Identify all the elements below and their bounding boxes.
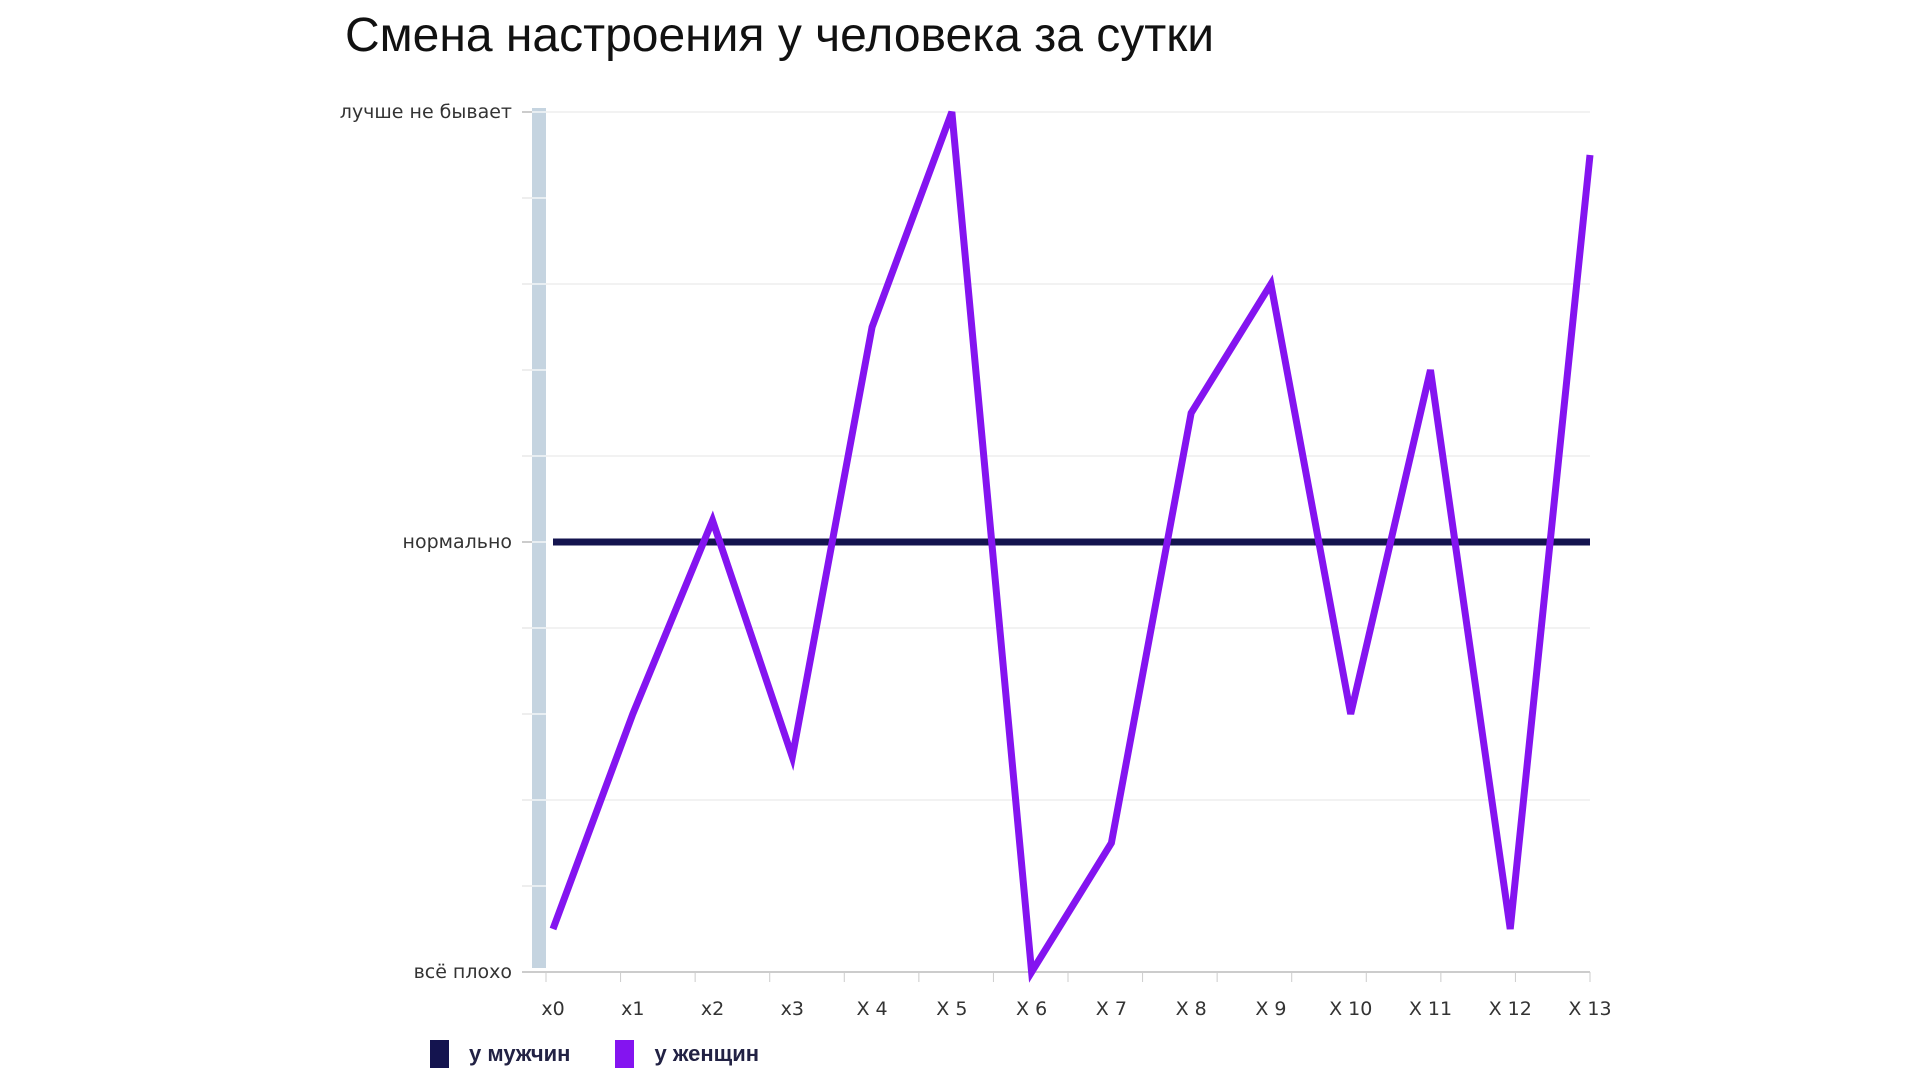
chart-title: Смена настроения у человека за сутки <box>345 9 1215 62</box>
x-tick-label: X 4 <box>856 998 887 1020</box>
x-tick-label: X 11 <box>1409 998 1452 1020</box>
x-tick-label: X 6 <box>1016 998 1047 1020</box>
axes <box>522 111 1591 982</box>
x-tick-label: X 10 <box>1329 998 1372 1020</box>
legend: у мужчин у женщин <box>430 1040 804 1068</box>
legend-swatch-women <box>615 1040 635 1068</box>
legend-item-men[interactable]: у мужчин <box>430 1040 570 1068</box>
y-tick-label: нормально <box>403 531 512 553</box>
y-axis-band <box>532 108 546 968</box>
x-tick-label: X 9 <box>1255 998 1286 1020</box>
legend-label-men: у мужчин <box>469 1041 571 1066</box>
x-tick-label: X 13 <box>1568 998 1611 1020</box>
series-line-women <box>549 110 1594 983</box>
y-tick-label: лучше не бывает <box>340 101 512 123</box>
legend-swatch-men <box>430 1040 449 1068</box>
x-tick-label: x3 <box>781 998 804 1020</box>
x-tick-label: X 5 <box>936 998 967 1020</box>
x-tick-label: X 7 <box>1096 998 1127 1020</box>
grid-lines <box>546 111 1590 801</box>
x-tick-label: X 12 <box>1489 998 1532 1020</box>
series-lines <box>549 110 1594 983</box>
x-tick-label: x1 <box>621 998 644 1020</box>
x-tick-label: X 8 <box>1176 998 1207 1020</box>
y-tick-label: всё плохо <box>414 961 512 983</box>
legend-item-women[interactable]: у женщин <box>615 1040 759 1068</box>
x-tick-label: x0 <box>541 998 564 1020</box>
x-tick-label: x2 <box>701 998 724 1020</box>
legend-label-women: у женщин <box>654 1041 760 1066</box>
tick-labels: лучше не бывает нормально всё плохо x0 x1 x2 x… <box>340 101 1612 1020</box>
